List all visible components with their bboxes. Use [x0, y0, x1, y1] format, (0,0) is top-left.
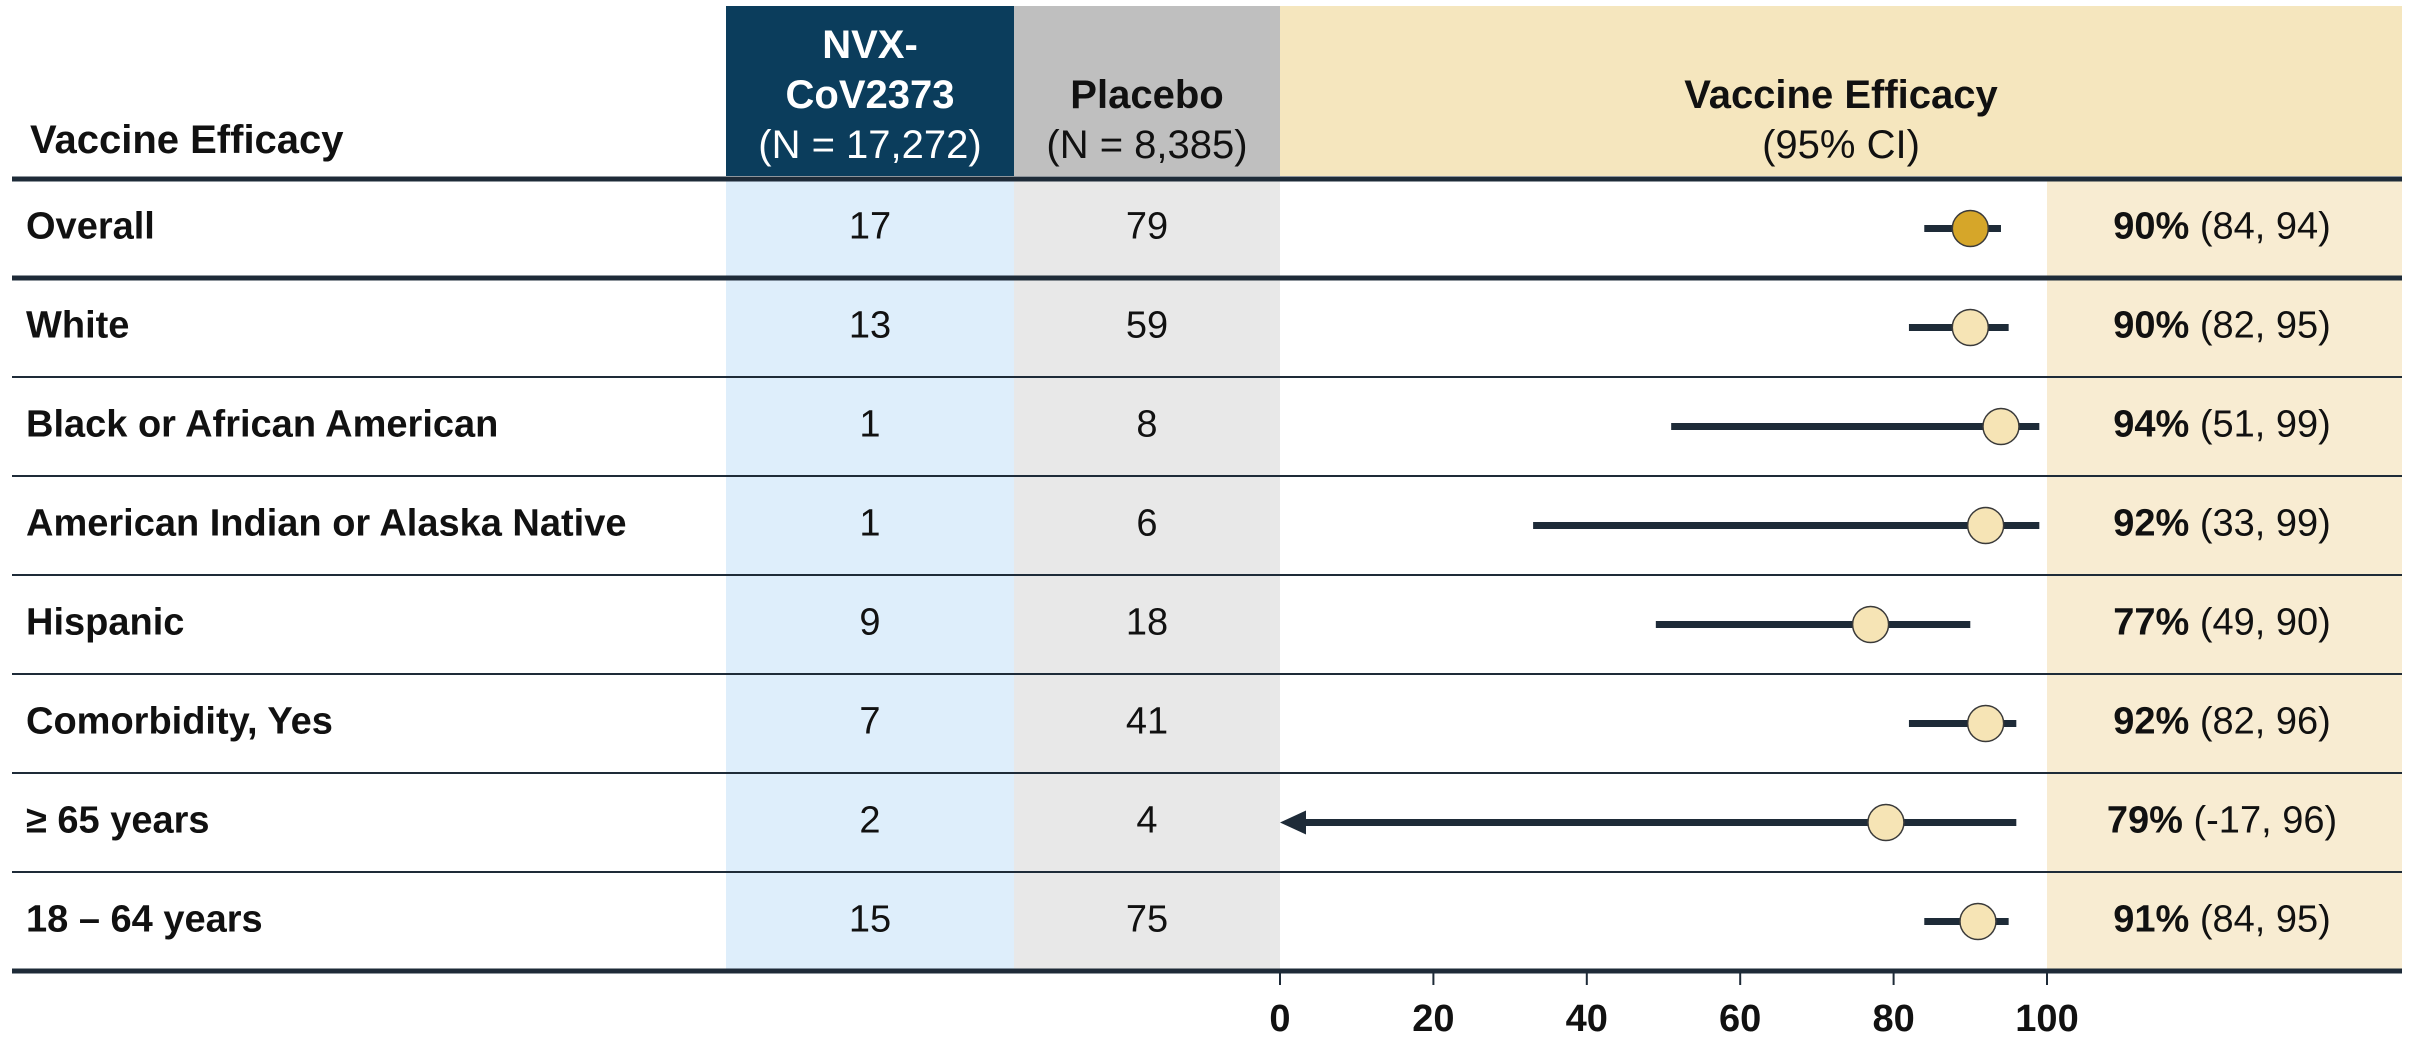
efficacy-value: 94% — [2113, 404, 2189, 446]
efficacy-value: 92% — [2113, 701, 2189, 743]
vaccine-cases: 13 — [849, 305, 891, 347]
efficacy-label: 92% (82, 96) — [2113, 701, 2331, 743]
efficacy-label: 91% (84, 95) — [2113, 899, 2331, 941]
row-label: 18 – 64 years — [26, 899, 263, 941]
vaccine-cases: 2 — [859, 800, 880, 842]
vaccine-cases: 17 — [849, 206, 891, 248]
efficacy-ci: (33, 99) — [2200, 503, 2331, 545]
vaccine-cases: 7 — [859, 701, 880, 743]
x-tick-label: 100 — [2015, 998, 2078, 1038]
efficacy-label: 94% (51, 99) — [2113, 404, 2331, 446]
efficacy-label: 77% (49, 90) — [2113, 602, 2331, 644]
row-label: Hispanic — [26, 602, 184, 644]
efficacy-ci: (49, 90) — [2200, 602, 2331, 644]
efficacy-value: 90% — [2113, 206, 2189, 248]
placebo-header-n: (N = 8,385) — [1046, 123, 1248, 167]
placebo-cases: 59 — [1126, 305, 1168, 347]
vaccine-header-n: (N = 17,272) — [758, 123, 982, 167]
efficacy-value: 90% — [2113, 305, 2189, 347]
efficacy-ci: (82, 96) — [2200, 701, 2331, 743]
placebo-cases: 8 — [1136, 404, 1157, 446]
efficacy-header-subtitle: (95% CI) — [1762, 123, 1920, 167]
efficacy-label: 92% (33, 99) — [2113, 503, 2331, 545]
efficacy-marker — [1867, 803, 1905, 842]
vaccine-header-title: NVX-CoV2373 — [785, 23, 955, 117]
efficacy-value: 79% — [2107, 800, 2183, 842]
efficacy-ci: (51, 99) — [2200, 404, 2331, 446]
efficacy-marker — [1951, 308, 1990, 347]
x-tick-label: 60 — [1719, 998, 1761, 1038]
placebo-cases: 79 — [1126, 206, 1168, 248]
efficacy-label: 90% (84, 94) — [2113, 206, 2331, 248]
efficacy-header: Vaccine Efficacy (95% CI) — [1280, 6, 2402, 176]
ci-arrow — [1280, 810, 1306, 835]
placebo-cases: 4 — [1136, 800, 1157, 842]
row-label: ≥ 65 years — [26, 800, 210, 842]
efficacy-ci: (84, 94) — [2200, 206, 2331, 248]
vaccine-header: NVX-CoV2373 (N = 17,272) — [726, 6, 1014, 176]
placebo-header-title: Placebo — [1070, 73, 1224, 117]
placebo-cases: 75 — [1126, 899, 1168, 941]
row-label: Black or African American — [26, 404, 498, 446]
x-tick-label: 0 — [1269, 998, 1290, 1038]
efficacy-marker — [1966, 704, 2005, 743]
efficacy-marker — [1951, 209, 1990, 248]
efficacy-value: 91% — [2113, 899, 2189, 941]
efficacy-marker — [1851, 605, 1890, 644]
row-label: White — [26, 305, 129, 347]
efficacy-value: 77% — [2113, 602, 2189, 644]
efficacy-label: 79% (-17, 96) — [2107, 800, 2337, 842]
efficacy-marker — [1966, 506, 2005, 545]
x-tick-label: 80 — [1872, 998, 1914, 1038]
efficacy-marker — [1982, 407, 2020, 446]
row-label: American Indian or Alaska Native — [26, 503, 627, 545]
placebo-cases: 41 — [1126, 701, 1168, 743]
efficacy-marker — [1959, 902, 1997, 941]
row-label: Comorbidity, Yes — [26, 701, 333, 743]
x-tick-label: 40 — [1566, 998, 1608, 1038]
x-tick-label: 20 — [1412, 998, 1454, 1038]
label-header: Vaccine Efficacy — [30, 118, 344, 162]
efficacy-ci: (-17, 96) — [2194, 800, 2338, 842]
vaccine-cases: 1 — [859, 404, 880, 446]
vaccine-cases: 9 — [859, 602, 880, 644]
efficacy-label: 90% (82, 95) — [2113, 305, 2331, 347]
efficacy-value: 92% — [2113, 503, 2189, 545]
row-label: Overall — [26, 206, 155, 248]
placebo-cases: 6 — [1136, 503, 1157, 545]
efficacy-header-title: Vaccine Efficacy — [1684, 73, 1998, 117]
efficacy-ci: (84, 95) — [2200, 899, 2331, 941]
placebo-header: Placebo (N = 8,385) — [1014, 6, 1280, 176]
placebo-cases: 18 — [1126, 602, 1168, 644]
vaccine-cases: 1 — [859, 503, 880, 545]
efficacy-ci: (82, 95) — [2200, 305, 2331, 347]
vaccine-cases: 15 — [849, 899, 891, 941]
